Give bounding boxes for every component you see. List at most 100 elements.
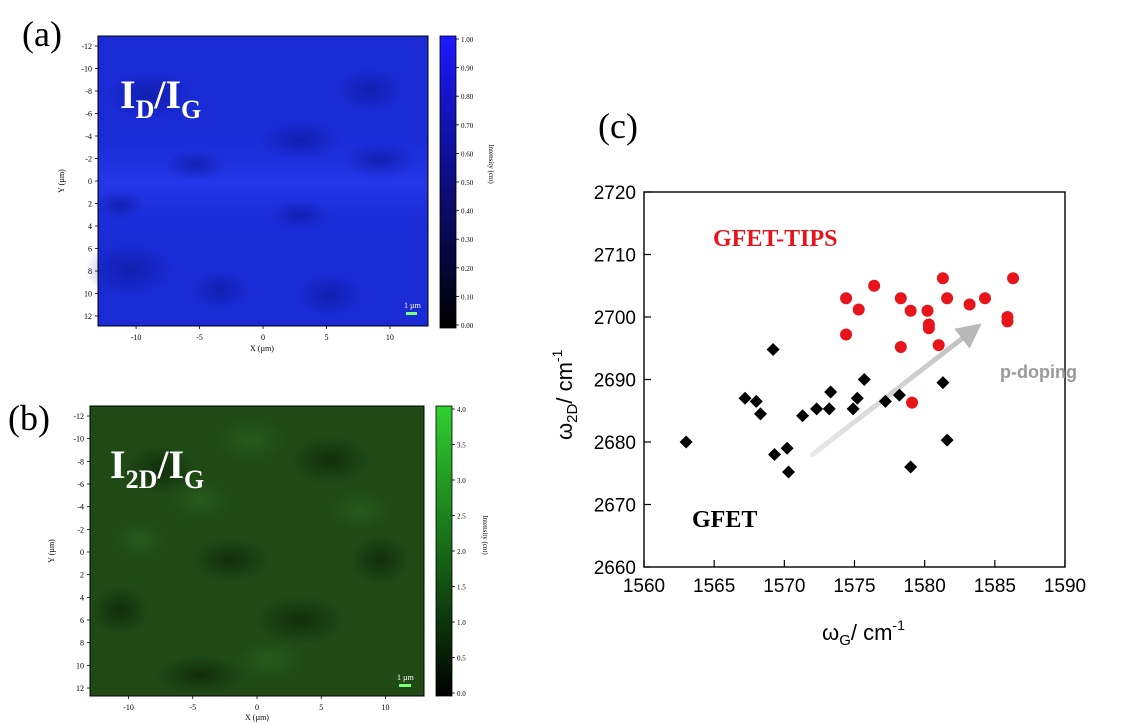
x-tick-label: 10: [381, 703, 389, 712]
gfet-tips-point: [840, 328, 853, 341]
panel-a-x-axis-label: X (µm): [250, 344, 274, 353]
panel-a-heatmap: [85, 35, 429, 327]
gfet-tips-point: [852, 303, 865, 316]
y-tick-label: 10: [84, 290, 92, 299]
gfet-point: [904, 460, 918, 474]
panel-b-y-ticks: -12 -10 -8 -6 -4 -2 0 2 4 6 8 10 12: [73, 412, 90, 693]
colorbar-tick-label: 0.40: [461, 208, 474, 216]
gfet-tips-point: [932, 339, 945, 352]
y-tick-label: 2: [88, 200, 92, 209]
gfet-tips-label: GFET-TIPS: [713, 226, 838, 252]
y-tick-label: 4: [80, 593, 84, 602]
gfet-point: [892, 388, 906, 402]
panel-a-colorbar-label: Intensity (cnt): [487, 144, 495, 184]
gfet-point: [753, 407, 767, 421]
y-tick-label: 12: [84, 312, 92, 321]
y-tick-label: -10: [73, 435, 84, 444]
colorbar-tick-label: 2.0: [457, 548, 466, 556]
panel-a-x-ticks: -10 -5 0 5 10: [131, 326, 394, 342]
x-tick-label: 1590: [1044, 576, 1086, 597]
y-tick-label: 2690: [594, 371, 636, 392]
y-tick-label: 8: [80, 639, 84, 648]
y-tick-label: 8: [88, 267, 92, 276]
colorbar-tick-label: 2.5: [457, 513, 466, 521]
y-tick-label: 12: [76, 684, 84, 693]
gfet-tips-point: [1007, 272, 1020, 285]
panel-b-x-axis-label: X (µm): [245, 713, 269, 722]
colorbar-tick-label: 0.80: [461, 93, 474, 101]
y-tick-label: -8: [85, 87, 92, 96]
x-axis-label: ωG/ cm-1: [822, 617, 905, 649]
y-tick-label: 0: [80, 548, 84, 557]
y-tick-label: 2720: [594, 183, 636, 204]
y-tick-label: -8: [77, 457, 84, 466]
y-tick-label: 0: [88, 177, 92, 186]
colorbar-tick-label: 0.10: [461, 293, 474, 301]
gfet-tips-point: [840, 292, 853, 305]
gfet-point: [749, 394, 763, 408]
colorbar-tick-label: 0.0: [457, 690, 466, 698]
panel-b-y-axis-label: Y (µm): [47, 539, 56, 563]
y-tick-label: 2700: [594, 308, 636, 329]
gfet-tips-point: [904, 304, 917, 317]
panel-a-letter: (a): [22, 14, 62, 54]
p-doping-arrow: [809, 323, 982, 457]
panel-b-colorbar: [435, 405, 453, 697]
colorbar-tick-label: 1.0: [457, 619, 466, 627]
gfet-tips-point: [894, 292, 907, 305]
x-tick-label: -5: [196, 333, 203, 342]
y-tick-label: -2: [85, 155, 92, 164]
colorbar-tick-label: 4.0: [457, 406, 466, 414]
y-tick-label: -6: [85, 110, 92, 119]
y-tick-label: 2670: [594, 496, 636, 517]
x-tick-label: 0: [261, 333, 265, 342]
y-tick-label: 6: [80, 616, 84, 625]
x-tick-label: 1560: [623, 576, 665, 597]
colorbar-tick-label: 0.30: [461, 236, 474, 244]
colorbar-tick-label: 0.00: [461, 322, 474, 330]
panel-b-scalebar: 1 µm: [397, 673, 415, 687]
gfet-point: [780, 441, 794, 455]
panel-a-colorbar-ticks: 1.00 0.90 0.80 0.70 0.60 0.50 0.40 0.30 0.20 0.10…: [456, 36, 474, 330]
y-axis-ticks: 2660 2670 2680 2690 2700 2710 2720: [594, 183, 651, 579]
gfet-tips-point: [1001, 315, 1014, 328]
y-tick-label: -2: [77, 525, 84, 534]
scatter-points: [679, 272, 1020, 479]
panel-b: (b) I2D/IG 1 µm -10 -5 0 5 10 -12 -10 -8 -6 -4 -2…: [8, 398, 489, 722]
gfet-tips-point: [894, 341, 907, 353]
x-tick-label: -10: [123, 703, 134, 712]
gfet-point: [766, 343, 780, 356]
x-axis-ticks: 1560 1565 1570 1575 1580 1585 1590: [623, 560, 1086, 597]
gfet-point: [936, 376, 950, 390]
panel-b-scalebar-label: 1 µm: [397, 673, 415, 682]
panel-b-x-ticks: -10 -5 0 5 10: [123, 696, 389, 712]
x-tick-label: 10: [386, 333, 394, 342]
gfet-tips-point: [868, 279, 881, 292]
panel-b-colorbar-ticks: 4.0 3.5 3.0 2.5 2.0 1.5 1.0 0.5 0.0: [452, 406, 466, 698]
panel-c-letter: (c): [598, 106, 638, 146]
x-tick-label: 1580: [904, 576, 946, 597]
gfet-tips-point: [922, 322, 935, 335]
gfet-point: [824, 385, 838, 399]
gfet-point: [850, 391, 864, 405]
colorbar-tick-label: 0.70: [461, 122, 474, 130]
y-tick-label: -4: [77, 503, 84, 512]
y-axis-label: ω2D/ cm-1: [549, 349, 581, 440]
x-tick-label: 0: [255, 703, 259, 712]
panel-a-colorbar: [439, 35, 457, 329]
y-tick-label: 2660: [594, 558, 636, 579]
y-tick-label: 2: [80, 571, 84, 580]
panel-a-y-axis-label: Y (µm): [57, 169, 66, 193]
gfet-point: [768, 448, 782, 461]
gfet-label: GFET: [692, 507, 757, 533]
gfet-point: [738, 391, 752, 405]
colorbar-tick-label: 0.50: [461, 179, 474, 187]
gfet-point: [796, 409, 810, 423]
colorbar-tick-label: 1.00: [461, 36, 474, 44]
gfet-point: [822, 402, 836, 416]
panel-a-scalebar: 1 µm: [404, 301, 422, 315]
y-tick-label: 6: [88, 245, 92, 254]
panel-b-heatmap: [89, 405, 425, 697]
p-doping-label: p-doping: [1000, 362, 1077, 382]
